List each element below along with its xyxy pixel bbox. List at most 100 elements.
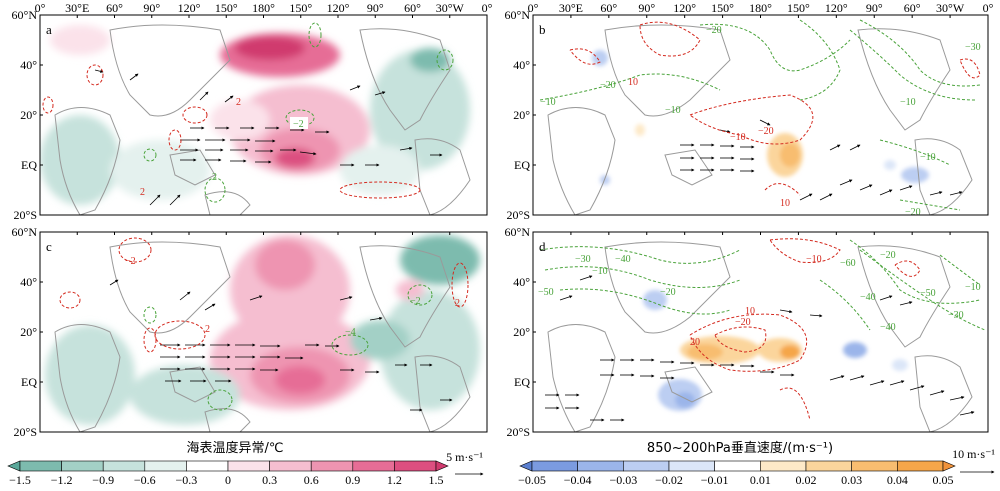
panel-b-vectors	[680, 119, 963, 201]
panel-a-coastlines	[54, 24, 471, 215]
panel-d-contours	[539, 238, 986, 421]
lat-label: 60°N	[505, 8, 531, 22]
contour-label: −20	[660, 287, 676, 298]
panel-d: −10 10 −20 20 −30 −10 −40 −20 −50 −40 −3…	[532, 231, 989, 433]
colorbar-tick-label: −0.9	[92, 473, 114, 487]
contour-label: −10	[540, 97, 556, 108]
colorbar-right: −0.05 −0.04 −0.03 −0.02 −0.01 0.01 0.02 0.03 0.0…	[518, 460, 956, 487]
panel-d-label: d	[539, 239, 546, 254]
colorbar-left: −1.5 −1.2 −0.9 −0.6 −0.3 0 0.3 0.6 0.9 1.2 1.5	[7, 460, 449, 487]
colorbar-tick-label: −0.04	[564, 473, 592, 487]
colorbar-swatch	[102, 460, 146, 472]
contour-label: 2	[205, 324, 210, 335]
panel-a: 2 −2 2 2 a	[39, 14, 488, 216]
lon-label: 150°	[289, 1, 312, 15]
colorbar-tick-label: 0.3	[262, 473, 277, 487]
contour-label: −10	[920, 152, 936, 163]
contour-label: −50	[538, 287, 554, 298]
lon-label: 60°	[404, 1, 421, 15]
contour-label: −20	[758, 126, 774, 137]
colorbar-tick-label: 1.2	[387, 473, 402, 487]
contour-label: −2	[125, 256, 136, 267]
panel-b-coastlines	[547, 24, 973, 215]
contour-label: −4	[345, 327, 356, 338]
lon-label: 60°	[600, 1, 617, 15]
lat-label: 60°N	[505, 225, 531, 239]
lon-label: 90°	[866, 1, 883, 15]
panel-c-contour-labels: −2 2 2 −2 −4	[125, 256, 460, 338]
lon-label: 90°	[143, 1, 160, 15]
lat-label: 20°	[20, 325, 37, 339]
lat-label: 20°	[513, 108, 530, 122]
contour-label: −20	[735, 317, 751, 328]
contour-label: −20	[600, 80, 616, 91]
panel-b-contours	[539, 19, 981, 211]
lon-label: 150°	[711, 1, 734, 15]
lon-label: 0°	[35, 1, 46, 15]
contour-label: 2	[455, 298, 460, 309]
lat-label: EQ	[21, 375, 37, 389]
lat-label: EQ	[21, 158, 37, 172]
contour-label: −10	[730, 132, 746, 143]
panel-c: −2 2 2 −2 −4 c	[39, 231, 488, 433]
colorbar-tick-label: 0	[225, 473, 231, 487]
colorbar-tick-label: 0.03	[841, 473, 862, 487]
colorbar-swatch	[942, 460, 956, 472]
lat-label: 60°N	[12, 8, 38, 22]
contour-label: 2	[140, 187, 145, 198]
panel-d-vectors	[545, 275, 975, 422]
ref-vector-left-label: 5 m·s⁻¹	[446, 450, 483, 464]
contour-label: −10	[592, 266, 608, 277]
legend-right: 850~200hPa垂直速度/(m·s⁻¹) −0.05 −0.04 −0.03 −0…	[518, 440, 995, 487]
colorbar-swatch	[310, 460, 354, 472]
contour-label: 10	[628, 77, 638, 88]
lon-label: 60°	[904, 1, 921, 15]
lat-label: 40°	[513, 58, 530, 72]
contour-label: 10	[745, 306, 755, 317]
colorbar-tick-label: −1.5	[9, 473, 31, 487]
colorbar-swatch	[897, 460, 944, 472]
colorbar-swatch	[760, 460, 807, 472]
colorbar-swatch	[186, 460, 229, 472]
contour-label: −30	[575, 254, 591, 265]
lon-label: 0°	[983, 1, 994, 15]
colorbar-swatch	[668, 460, 715, 472]
colorbar-swatch	[435, 460, 449, 472]
contour-label: −40	[880, 322, 896, 333]
colorbar-tick-label: 1.5	[429, 473, 444, 487]
colorbar-tick-label: 0.04	[887, 473, 908, 487]
contour-label: −40	[860, 292, 876, 303]
colorbar-swatch	[394, 460, 437, 472]
contour-label: 10	[780, 198, 790, 209]
lat-label: 40°	[513, 275, 530, 289]
colorbar-swatch	[714, 460, 761, 472]
panel-c-coastlines	[54, 241, 471, 432]
colorbar-tick-label: −0.05	[518, 473, 546, 487]
lon-label: 30°E	[65, 1, 89, 15]
lon-label: 120°	[673, 1, 696, 15]
legend-left: 海表温度异常/℃ −1.5 −1.2 −0.9 −0.6 −0.3 0 0.3 0.6 0.9 1…	[7, 440, 484, 487]
lon-label: 30°W	[436, 1, 465, 15]
contour-label: −2	[293, 119, 304, 130]
panel-b-shading: 10 −20 10 −10 −20 −10 −10 −20 −30 −10 −1…	[533, 15, 988, 215]
lat-label: 20°S	[507, 425, 530, 439]
lat-label: EQ	[514, 158, 530, 172]
colorbar-tick-label: 0.01	[750, 473, 771, 487]
colorbar-tick-label: 0.05	[933, 473, 954, 487]
colorbar-swatch	[7, 460, 21, 472]
colorbar-tick-label: −0.02	[655, 473, 683, 487]
colorbar-swatch	[577, 460, 624, 472]
colorbar-tick-label: 0.02	[796, 473, 817, 487]
panel-c-label: c	[46, 239, 52, 254]
panel-b-label: b	[539, 22, 546, 37]
lon-label: 90°	[367, 1, 384, 15]
lat-label: EQ	[514, 375, 530, 389]
panel-a-contour-labels: 2 −2 2 2	[140, 97, 308, 198]
colorbar-swatch	[352, 460, 395, 472]
colorbar-swatch	[623, 460, 670, 472]
colorbar-tick-label: −0.6	[134, 473, 156, 487]
panel-b-contour-labels: 10 −20 10 −10 −20 −10 −10 −20 −30 −10 −1…	[540, 25, 981, 215]
contour-label: −10	[806, 254, 822, 265]
lon-label: 180°	[749, 1, 772, 15]
